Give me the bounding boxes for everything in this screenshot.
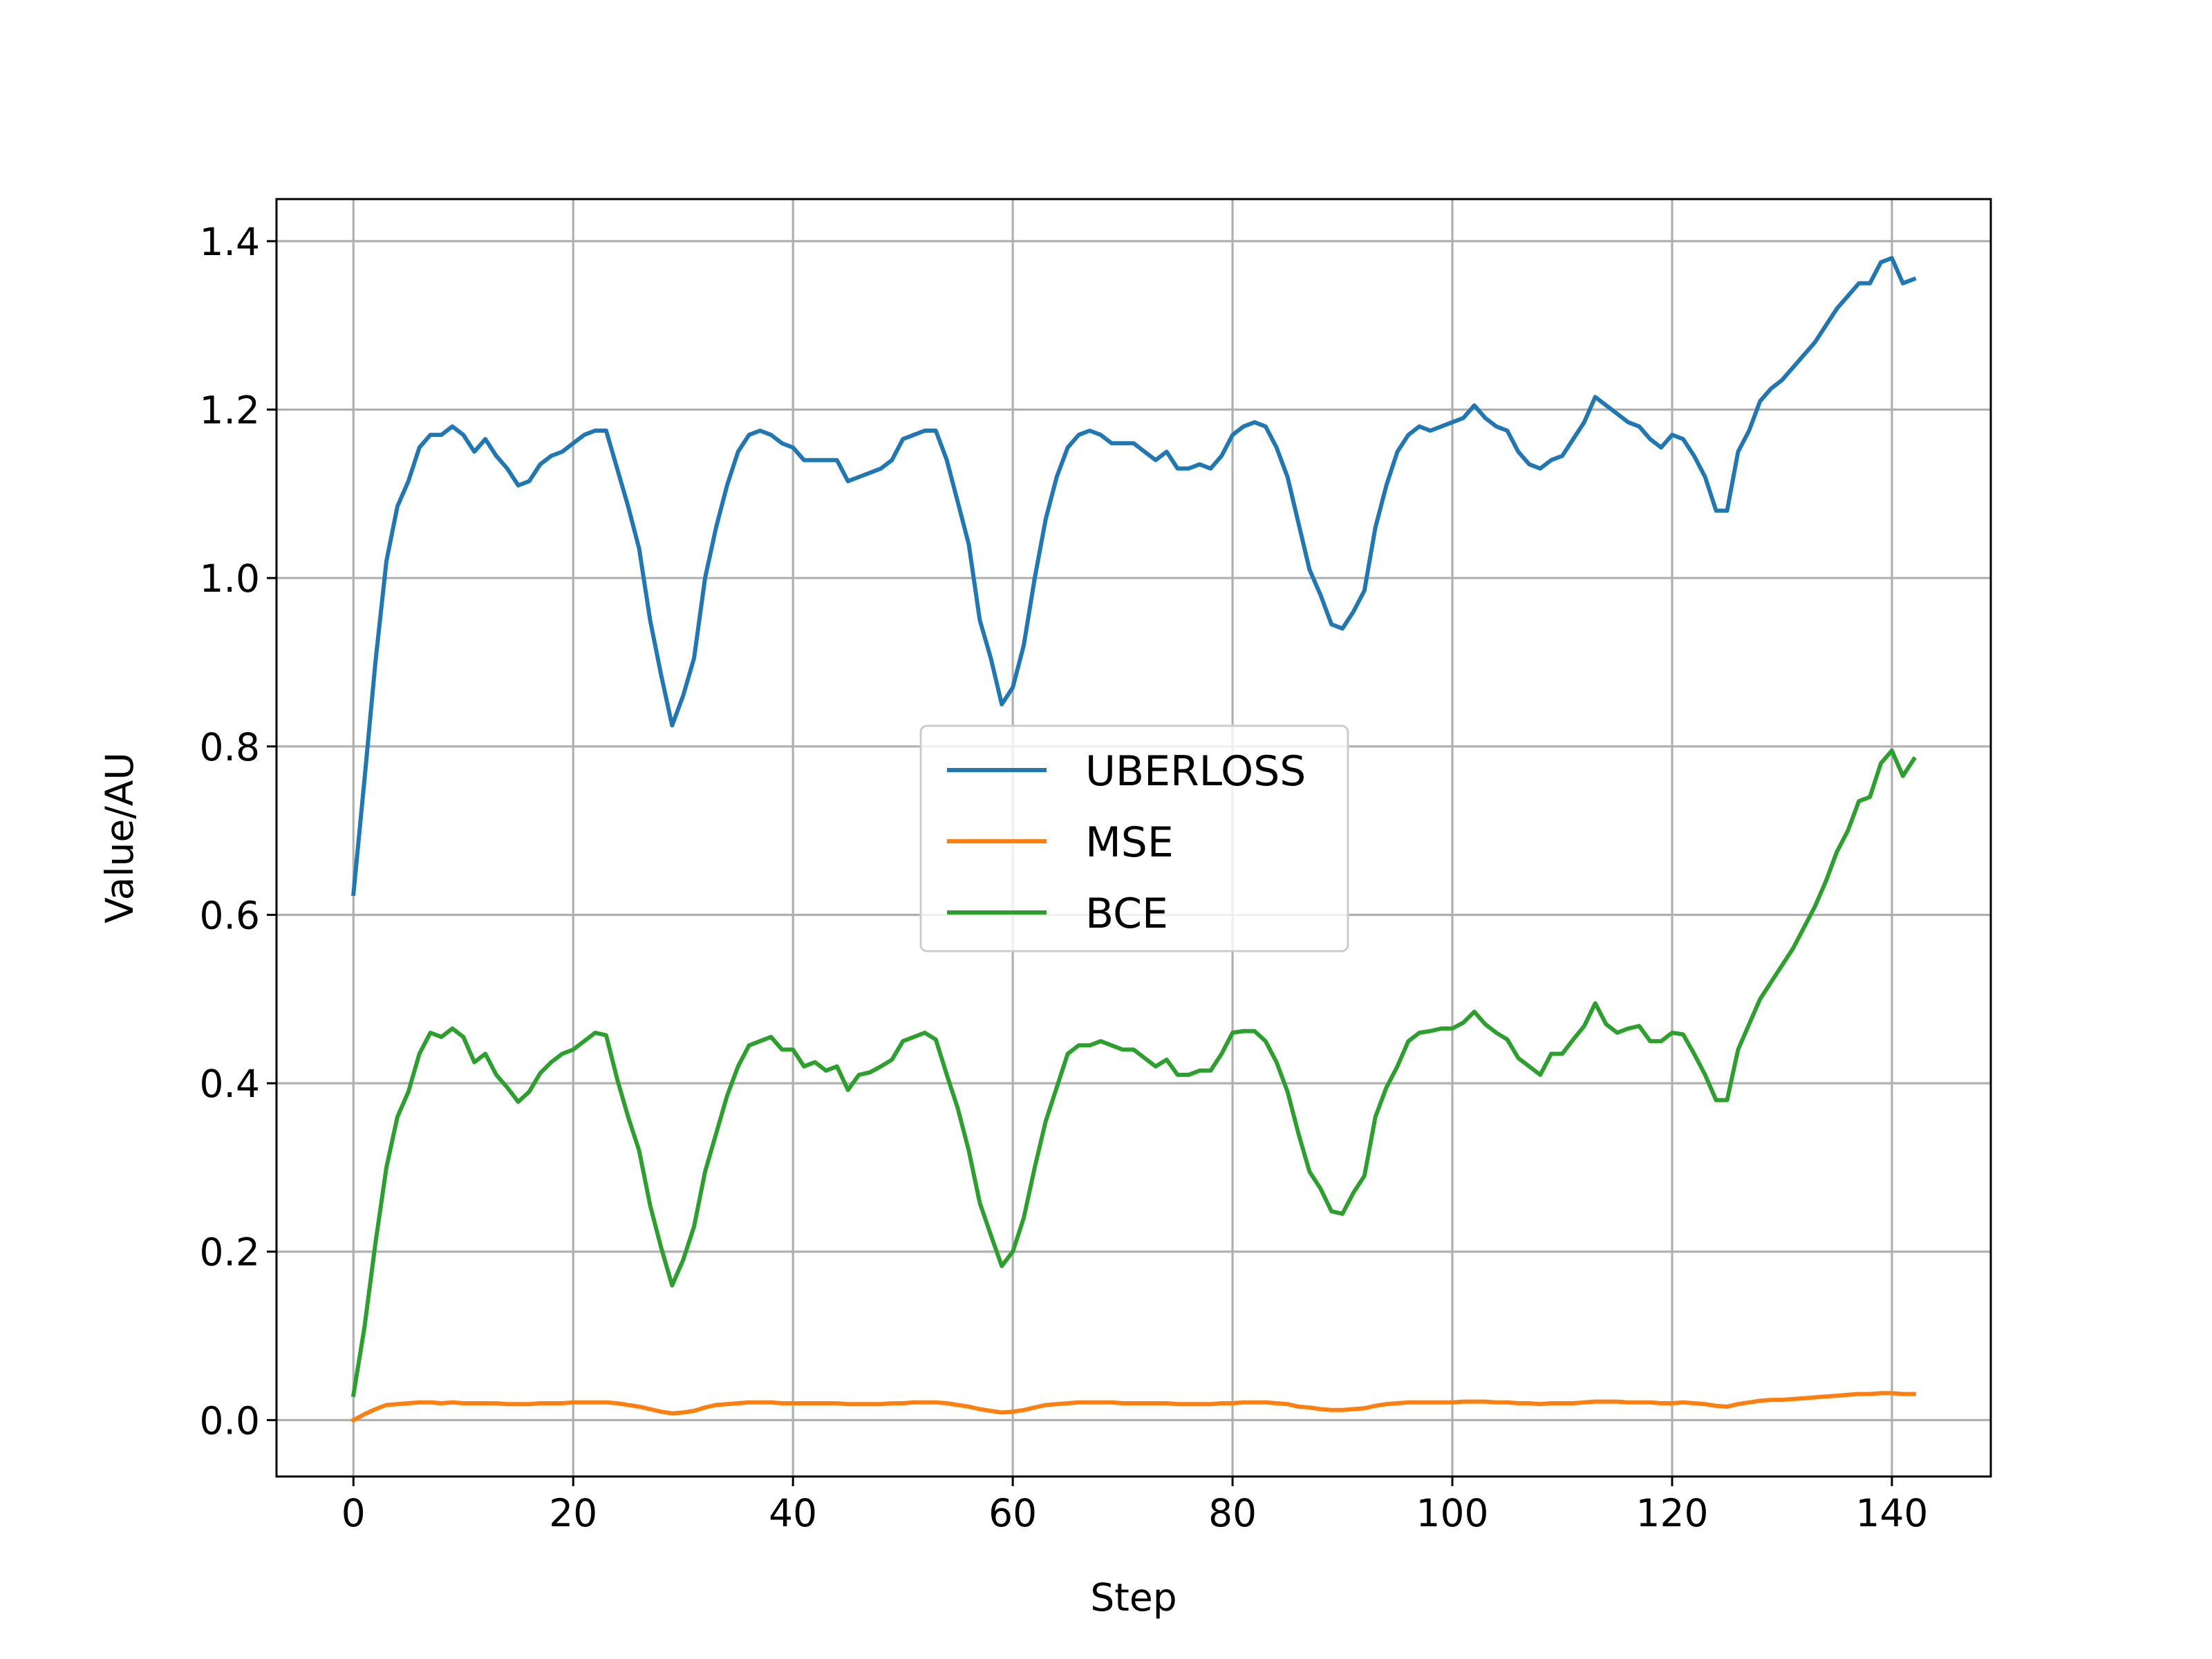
y-tick-label: 1.4 <box>200 220 260 264</box>
x-tick-label: 120 <box>1635 1491 1708 1535</box>
legend: UBERLOSS MSE BCE <box>919 724 1349 953</box>
y-axis-label: Value/AU <box>97 752 142 923</box>
series-line-mse <box>350 1391 1916 1423</box>
x-tick-label: 0 <box>341 1491 366 1535</box>
y-tick-label: 0.4 <box>200 1062 260 1106</box>
y-tick-label: 0.6 <box>200 893 260 937</box>
x-tick-label: 140 <box>1855 1491 1928 1535</box>
x-tick-label: 100 <box>1416 1491 1489 1535</box>
series-lines <box>350 256 1917 1423</box>
x-tick-label: 40 <box>769 1491 817 1535</box>
legend-box <box>919 724 1349 953</box>
legend-label: BCE <box>1085 890 1168 938</box>
y-tick-label: 1.2 <box>200 388 260 433</box>
axis-ticks: 0 20 40 60 80 100 120 140 0.0 0.2 0.4 0.6 0.8 1.0 1.2 1… <box>200 220 1929 1535</box>
x-tick-label: 20 <box>549 1491 597 1535</box>
x-tick-label: 80 <box>1208 1491 1257 1535</box>
y-tick-label: 1.0 <box>200 556 260 601</box>
y-tick-label: 0.8 <box>200 725 260 769</box>
y-tick-label: 0.0 <box>200 1398 260 1443</box>
y-tick-label: 0.2 <box>200 1230 260 1275</box>
series-line-uberloss <box>351 256 1917 897</box>
plot-frame <box>275 198 1992 1478</box>
legend-label: MSE <box>1085 818 1174 867</box>
x-tick-label: 60 <box>988 1491 1037 1535</box>
grid-lines <box>276 199 1991 1477</box>
series-line-bce <box>350 748 1917 1398</box>
x-axis-label: Step <box>1090 1575 1177 1620</box>
legend-label: UBERLOSS <box>1085 747 1306 796</box>
